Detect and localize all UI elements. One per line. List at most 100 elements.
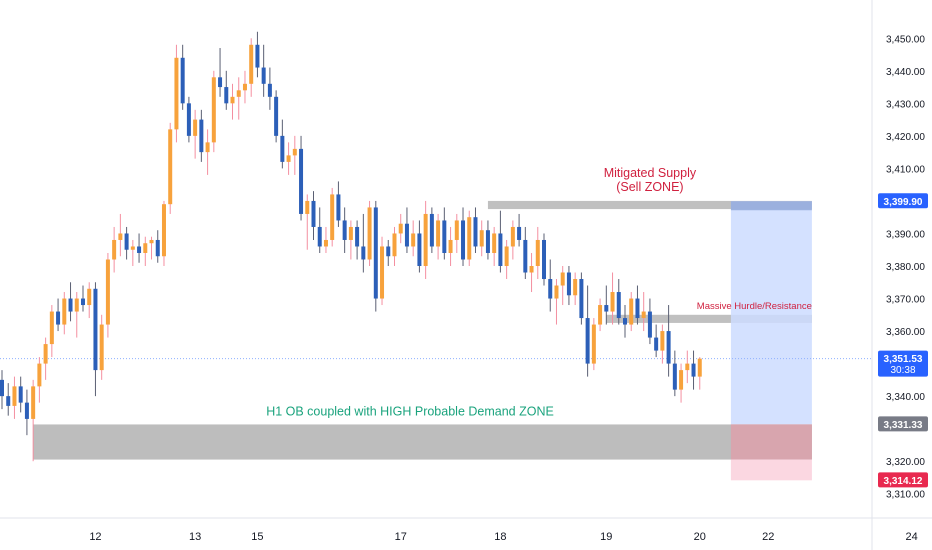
candle-body[interactable]: [311, 200, 316, 227]
candle-body[interactable]: [236, 90, 241, 97]
candle-body[interactable]: [573, 279, 578, 296]
candle-body[interactable]: [342, 220, 347, 240]
candle-body[interactable]: [249, 44, 254, 84]
candle-body[interactable]: [697, 358, 702, 377]
candle-body[interactable]: [498, 233, 503, 266]
candle-body[interactable]: [691, 363, 696, 377]
candle-body[interactable]: [386, 246, 391, 257]
candle-body[interactable]: [330, 194, 335, 240]
candle-body[interactable]: [355, 226, 360, 247]
candle-body[interactable]: [417, 233, 422, 266]
candle-body[interactable]: [485, 230, 490, 253]
candle-body[interactable]: [99, 324, 104, 371]
candle-body[interactable]: [105, 259, 110, 325]
candle-body[interactable]: [672, 363, 677, 390]
candle-body[interactable]: [560, 272, 565, 286]
candle-body[interactable]: [367, 207, 372, 260]
candle-body[interactable]: [124, 233, 129, 250]
candle-body[interactable]: [143, 243, 148, 253]
candle-body[interactable]: [423, 213, 428, 266]
candle-body[interactable]: [68, 298, 73, 312]
candle-body[interactable]: [149, 239, 154, 244]
candle-body[interactable]: [174, 57, 179, 130]
candle-body[interactable]: [598, 305, 603, 325]
candle-body[interactable]: [137, 246, 142, 253]
candle-body[interactable]: [24, 402, 29, 419]
candle-body[interactable]: [186, 103, 191, 136]
candle-body[interactable]: [49, 311, 54, 345]
candle-body[interactable]: [305, 200, 310, 214]
candle-body[interactable]: [224, 87, 229, 104]
candle-body[interactable]: [255, 44, 260, 68]
candle-body[interactable]: [404, 223, 409, 247]
candle-body[interactable]: [336, 194, 341, 221]
candle-body[interactable]: [31, 386, 36, 419]
candle-body[interactable]: [299, 148, 304, 214]
candle-body[interactable]: [473, 217, 478, 247]
candle-body[interactable]: [280, 135, 285, 162]
candle-body[interactable]: [523, 239, 528, 273]
candle-body[interactable]: [56, 311, 61, 325]
candle-body[interactable]: [323, 239, 328, 247]
candle-body[interactable]: [62, 298, 67, 325]
candle-body[interactable]: [118, 233, 123, 240]
forecast-target-box[interactable]: [730, 201, 812, 425]
candle-body[interactable]: [442, 220, 447, 253]
candle-body[interactable]: [361, 246, 366, 260]
candle-body[interactable]: [585, 318, 590, 364]
candle-body[interactable]: [230, 96, 235, 104]
candle-body[interactable]: [12, 386, 17, 406]
candle-body[interactable]: [43, 344, 48, 364]
candle-body[interactable]: [467, 217, 472, 260]
candle-body[interactable]: [199, 119, 204, 153]
candle-body[interactable]: [380, 246, 385, 299]
candle-body[interactable]: [112, 239, 117, 260]
candle-body[interactable]: [261, 67, 266, 84]
candle-body[interactable]: [80, 298, 85, 306]
candle-body[interactable]: [679, 370, 684, 390]
candle-body[interactable]: [660, 331, 665, 351]
candle-body[interactable]: [6, 396, 11, 406]
candle-body[interactable]: [292, 148, 297, 156]
candle-body[interactable]: [685, 363, 690, 371]
candle-body[interactable]: [591, 324, 596, 364]
candle-body[interactable]: [479, 230, 484, 247]
candle-body[interactable]: [218, 77, 223, 88]
candle-body[interactable]: [529, 266, 534, 273]
candle-body[interactable]: [411, 233, 416, 247]
candle-body[interactable]: [267, 83, 272, 97]
candle-body[interactable]: [317, 226, 322, 247]
candle-body[interactable]: [616, 292, 621, 319]
candle-body[interactable]: [274, 96, 279, 136]
candle-body[interactable]: [535, 239, 540, 266]
candle-body[interactable]: [155, 239, 160, 257]
candle-body[interactable]: [566, 272, 571, 296]
candle-body[interactable]: [454, 220, 459, 240]
candle-body[interactable]: [392, 233, 397, 257]
candle-body[interactable]: [373, 207, 378, 299]
candle-body[interactable]: [542, 239, 547, 280]
candle-body[interactable]: [579, 279, 584, 319]
candle-body[interactable]: [517, 226, 522, 240]
candle-body[interactable]: [492, 233, 497, 253]
candle-body[interactable]: [604, 305, 609, 312]
candle-body[interactable]: [168, 129, 173, 205]
candle-body[interactable]: [161, 204, 166, 257]
candle-body[interactable]: [510, 226, 515, 247]
candle-body[interactable]: [93, 288, 98, 371]
candle-body[interactable]: [18, 386, 23, 403]
candle-body[interactable]: [0, 379, 4, 397]
candle-body[interactable]: [635, 298, 640, 319]
candle-body[interactable]: [205, 142, 210, 153]
candle-body[interactable]: [504, 246, 509, 266]
candle-body[interactable]: [610, 292, 615, 312]
candle-body[interactable]: [436, 220, 441, 247]
candle-body[interactable]: [180, 57, 185, 104]
candle-body[interactable]: [429, 213, 434, 247]
candle-body[interactable]: [286, 155, 291, 162]
candle-body[interactable]: [629, 298, 634, 325]
candle-body[interactable]: [193, 119, 198, 136]
candle-body[interactable]: [641, 311, 646, 319]
